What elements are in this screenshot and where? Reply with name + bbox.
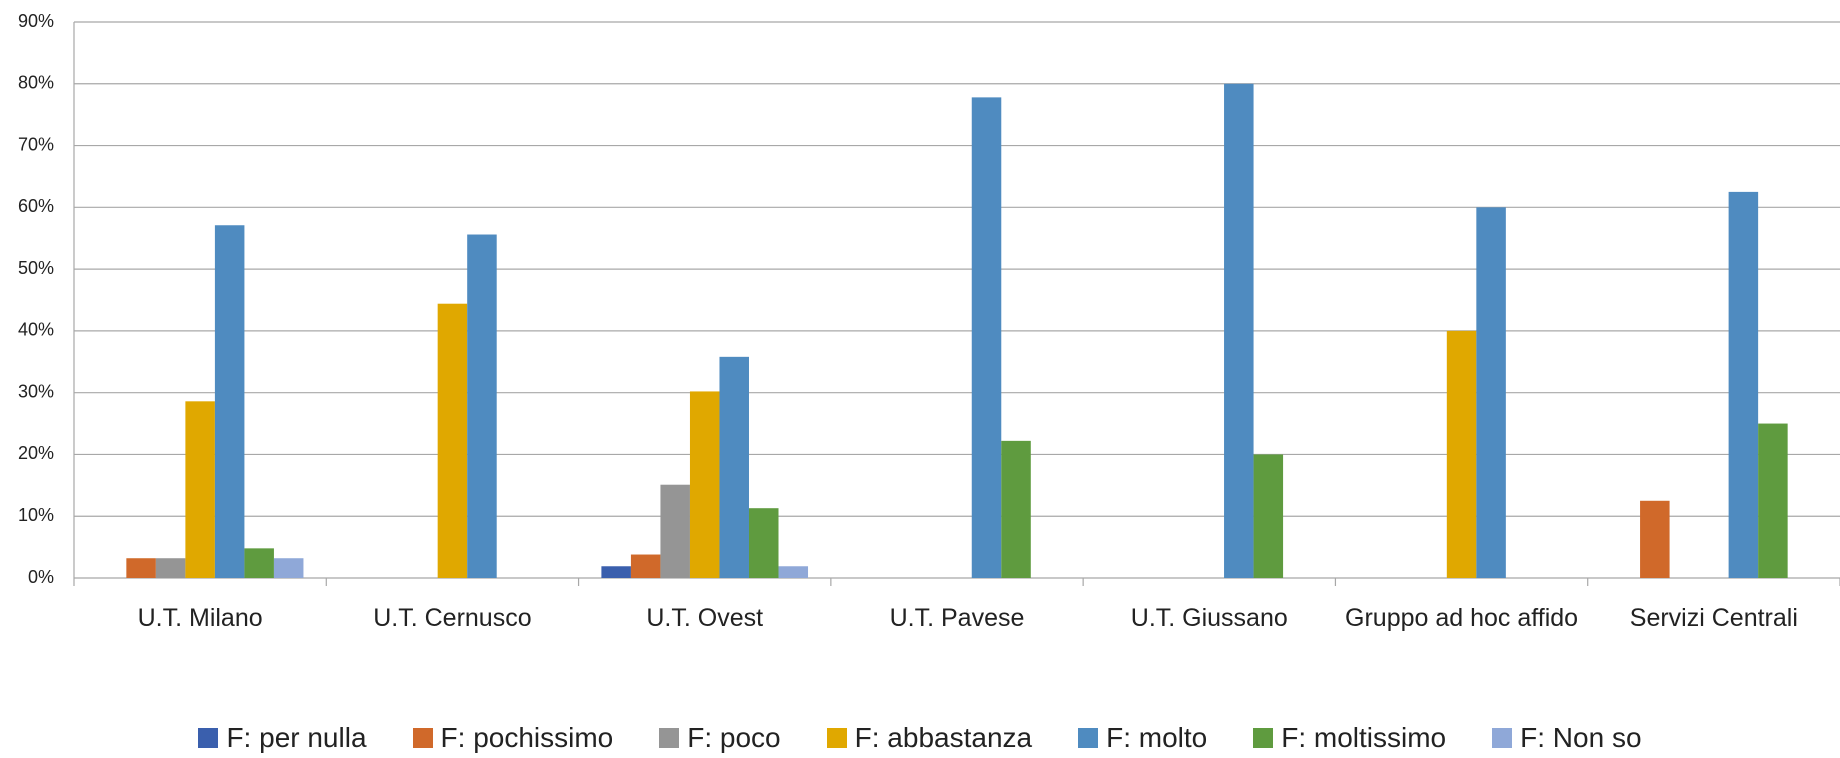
bar (1253, 454, 1284, 578)
legend-swatch (412, 728, 433, 748)
bar (689, 391, 720, 578)
bar (660, 484, 690, 578)
legend-label: F: pochissimo (440, 722, 614, 753)
bar (244, 548, 274, 578)
legend: F: per nulla F: pochissimo F: poco F: abbas… (0, 722, 1840, 754)
y-tick-label: 20% (18, 443, 54, 463)
bar (1001, 440, 1031, 578)
legend-swatch (1253, 728, 1274, 748)
y-tick-label: 60% (18, 196, 54, 216)
bar (1728, 191, 1759, 578)
bar (971, 97, 1002, 578)
y-tick-label: 40% (18, 320, 54, 340)
bar (155, 558, 186, 578)
x-tick-label: U.T. Pavese (889, 604, 1025, 632)
bar (273, 558, 304, 578)
legend-item: F: molto (1078, 722, 1207, 754)
bar (437, 303, 468, 578)
legend-label: F: Non so (1520, 722, 1642, 753)
bar (185, 401, 215, 578)
x-tick-label: U.T. Cernusco (373, 604, 532, 632)
bar (1224, 83, 1254, 579)
bar (748, 508, 779, 578)
bar (778, 566, 809, 578)
y-tick-label: 30% (18, 381, 54, 401)
bar (1476, 207, 1506, 579)
x-tick-label: Servizi Centrali (1629, 604, 1798, 632)
legend-label: F: abbastanza (854, 722, 1033, 753)
x-tick-label: U.T. Giussano (1130, 604, 1288, 632)
y-tick-label: 80% (18, 73, 54, 93)
bar (719, 356, 749, 578)
x-tick-label: U.T. Milano (137, 604, 263, 632)
legend-item: F: moltissimo (1253, 722, 1446, 754)
y-tick-label: 10% (18, 505, 54, 525)
legend-item: F: poco (659, 722, 781, 754)
legend-swatch (198, 728, 219, 748)
bar (630, 554, 661, 578)
y-tick-label: 50% (18, 258, 54, 278)
legend-swatch (1492, 728, 1513, 748)
y-tick-label: 0% (28, 567, 54, 587)
legend-item: F: Non so (1492, 722, 1642, 754)
x-tick-label: U.T. Ovest (646, 604, 764, 632)
x-tick-label: Gruppo ad hoc affido (1345, 604, 1579, 632)
bar (467, 234, 497, 578)
legend-swatch (659, 728, 680, 748)
legend-label: F: molto (1106, 722, 1208, 753)
bar (1758, 423, 1788, 578)
legend-label: F: moltissimo (1281, 722, 1447, 753)
bar (214, 225, 245, 578)
y-tick-label: 70% (18, 134, 54, 154)
bar (601, 566, 631, 578)
bar (1446, 330, 1477, 578)
legend-swatch (826, 728, 847, 748)
legend-label: F: per nulla (226, 722, 367, 753)
legend-swatch (1078, 728, 1099, 748)
legend-item: F: pochissimo (412, 722, 614, 754)
bar (1640, 500, 1670, 578)
legend-label: F: poco (687, 722, 781, 753)
bar (126, 558, 156, 578)
legend-item: F: abbastanza (826, 722, 1033, 754)
y-tick-label: 90% (18, 11, 54, 31)
legend-item: F: per nulla (198, 722, 367, 754)
